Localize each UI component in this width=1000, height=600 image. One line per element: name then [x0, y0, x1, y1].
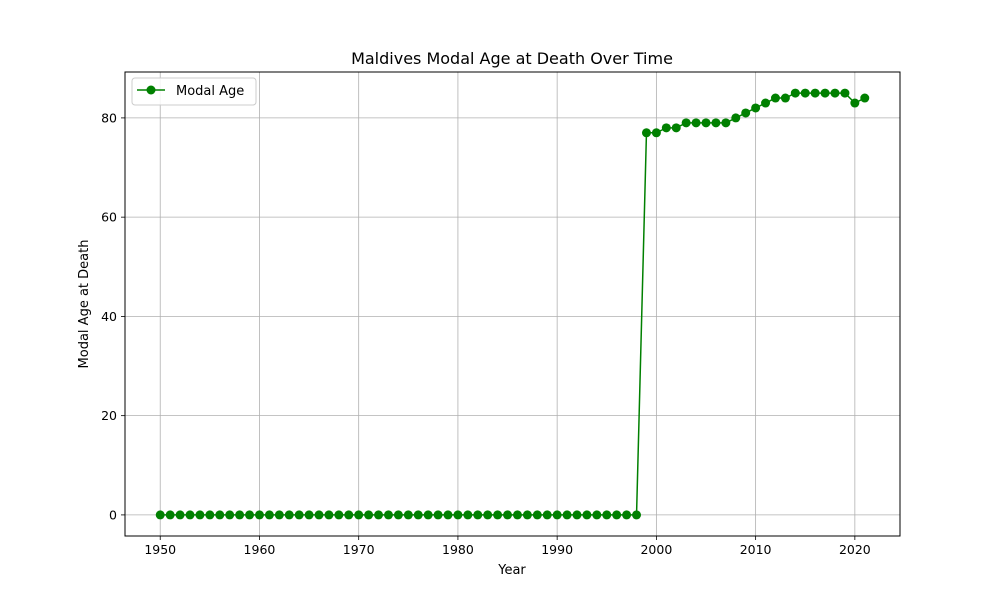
legend-marker	[146, 85, 156, 95]
data-point	[830, 88, 840, 98]
data-point	[195, 510, 205, 520]
data-point	[751, 103, 761, 113]
data-point	[592, 510, 602, 520]
data-point	[721, 118, 731, 128]
data-point	[185, 510, 195, 520]
data-point	[532, 510, 542, 520]
data-point	[483, 510, 493, 520]
y-axis-label: Modal Age at Death	[77, 240, 92, 369]
data-point	[403, 510, 413, 520]
data-point	[175, 510, 185, 520]
data-point	[433, 510, 443, 520]
data-point	[850, 98, 860, 108]
data-point	[423, 510, 433, 520]
data-point	[503, 510, 513, 520]
data-point	[632, 510, 642, 520]
data-point	[334, 510, 344, 520]
data-point	[542, 510, 552, 520]
data-point	[770, 93, 780, 103]
data-point	[314, 510, 324, 520]
plot-frame	[124, 71, 901, 537]
data-point	[731, 113, 741, 123]
data-point	[602, 510, 612, 520]
data-point	[641, 128, 651, 138]
data-point	[344, 510, 354, 520]
data-point	[622, 510, 632, 520]
data-point	[612, 510, 622, 520]
data-point	[393, 510, 403, 520]
x-tick-label: 1950	[144, 542, 176, 557]
data-point	[215, 510, 225, 520]
data-point	[473, 510, 483, 520]
y-tick-label: 0	[109, 507, 117, 522]
data-point	[493, 510, 503, 520]
data-point	[780, 93, 790, 103]
data-point	[800, 88, 810, 98]
data-point	[245, 510, 255, 520]
data-point	[761, 98, 771, 108]
x-tick-label: 1960	[244, 542, 276, 557]
data-point	[463, 510, 473, 520]
data-point	[205, 510, 215, 520]
data-point	[661, 123, 671, 133]
data-point	[304, 510, 314, 520]
y-tick-label: 60	[101, 210, 117, 225]
data-point	[274, 510, 284, 520]
data-point	[552, 510, 562, 520]
data-point	[651, 128, 661, 138]
data-point	[324, 510, 334, 520]
data-point	[254, 510, 264, 520]
data-point	[840, 88, 850, 98]
data-point	[413, 510, 423, 520]
x-tick-label: 1990	[541, 542, 573, 557]
y-tick-label: 40	[101, 309, 117, 324]
data-point	[572, 510, 582, 520]
data-point	[354, 510, 364, 520]
data-point	[383, 510, 393, 520]
chart-title: Maldives Modal Age at Death Over Time	[351, 49, 673, 68]
data-point	[810, 88, 820, 98]
data-point	[790, 88, 800, 98]
data-point	[671, 123, 681, 133]
y-tick-label: 80	[101, 110, 117, 125]
data-point	[711, 118, 721, 128]
data-point	[701, 118, 711, 128]
series-modal-age	[155, 88, 870, 520]
data-point	[235, 510, 245, 520]
legend-box	[131, 77, 257, 106]
data-point	[522, 510, 532, 520]
data-point	[691, 118, 701, 128]
legend-label-modal-age: Modal Age	[176, 84, 244, 99]
data-point	[582, 510, 592, 520]
data-point	[284, 510, 294, 520]
x-tick-label: 2020	[839, 542, 871, 557]
data-point	[264, 510, 274, 520]
legend: Modal Age	[131, 77, 257, 106]
x-tick-label: 1980	[442, 542, 474, 557]
x-tick-label: 1970	[343, 542, 375, 557]
data-point	[860, 93, 870, 103]
y-tick-label: 20	[101, 408, 117, 423]
x-axis-label: Year	[497, 563, 526, 578]
x-tick-label: 2000	[640, 542, 672, 557]
data-point	[374, 510, 384, 520]
data-point	[165, 510, 175, 520]
data-point	[741, 108, 751, 118]
data-point	[364, 510, 374, 520]
data-point	[820, 88, 830, 98]
x-tick-label: 2010	[740, 542, 772, 557]
data-point	[453, 510, 463, 520]
axis-ticks: 1950 1960 1970 1980 1990 2000 2010 2020 0 20 40 60 8…	[101, 110, 871, 557]
data-point	[562, 510, 572, 520]
data-point	[294, 510, 304, 520]
data-point	[155, 510, 165, 520]
data-point	[443, 510, 453, 520]
data-point	[512, 510, 522, 520]
data-point	[681, 118, 691, 128]
data-point	[225, 510, 235, 520]
